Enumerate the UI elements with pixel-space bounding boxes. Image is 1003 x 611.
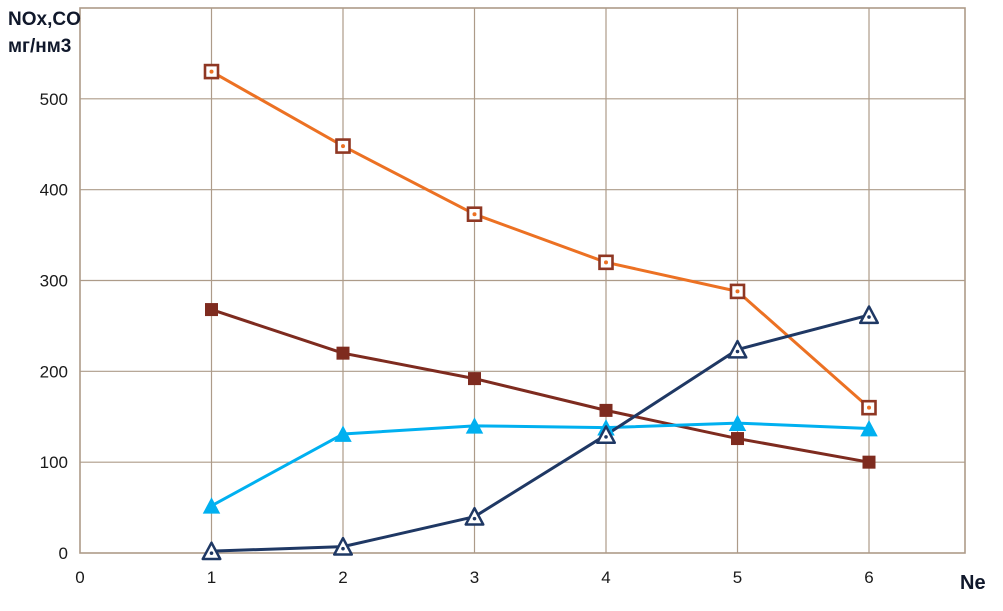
svg-text:100: 100 [40,453,68,472]
svg-text:1: 1 [207,568,216,587]
svg-text:500: 500 [40,90,68,109]
svg-text:200: 200 [40,362,68,381]
y-axis-title-line1: NOx,CO [8,9,81,30]
x-axis-title: Ne [960,572,986,594]
svg-text:2: 2 [338,568,347,587]
svg-text:4: 4 [601,568,610,587]
svg-text:300: 300 [40,272,68,291]
svg-text:6: 6 [864,568,873,587]
y-axis-title: NOx,CO мг/нм3 [8,6,81,60]
svg-text:5: 5 [733,568,742,587]
svg-text:0: 0 [59,544,68,563]
svg-text:400: 400 [40,181,68,200]
svg-text:3: 3 [470,568,479,587]
y-axis-title-line2: мг/нм3 [8,36,72,57]
svg-text:0: 0 [75,568,84,587]
